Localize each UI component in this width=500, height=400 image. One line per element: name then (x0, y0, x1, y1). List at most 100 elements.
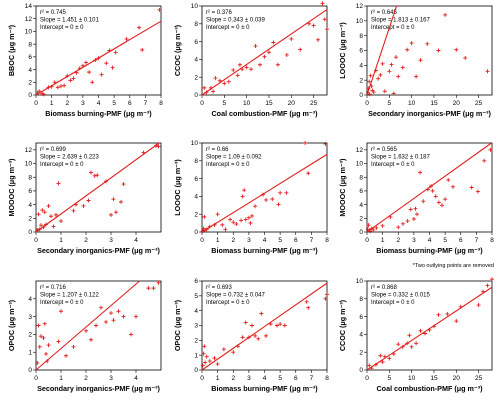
y-tick-label: 10 (356, 161, 364, 168)
data-point (240, 194, 245, 199)
stat-text: Intercept = 0 ± 0 (40, 162, 84, 168)
x-tick-label: 10 (408, 100, 416, 107)
data-point (246, 215, 251, 220)
data-point (87, 70, 92, 75)
data-point (92, 173, 97, 178)
data-point (203, 360, 208, 365)
data-point (278, 190, 283, 195)
data-point (307, 21, 312, 26)
y-tick-label: 2 (359, 216, 363, 223)
data-point (275, 323, 279, 328)
y-tick-label: 10 (191, 140, 199, 147)
x-tick-label: 4 (263, 237, 267, 244)
y-tick-label: 2 (28, 216, 32, 223)
data-point (235, 73, 240, 78)
data-point (454, 47, 459, 52)
data-point (387, 356, 392, 361)
stat-text: Slope = 2.639 ± 0.223 (40, 155, 100, 161)
data-point (231, 220, 236, 225)
data-point (320, 1, 325, 6)
data-point (90, 80, 95, 85)
y-tick-label: 4 (194, 194, 198, 201)
data-point (222, 81, 227, 86)
fit-line (35, 280, 140, 371)
data-point (207, 359, 212, 364)
data-point (111, 197, 116, 202)
data-point (200, 229, 205, 234)
data-point (443, 12, 448, 17)
x-axis-label: Biomass burning-PMF (μg m⁻³) (45, 109, 152, 118)
data-point (382, 89, 387, 94)
plot-frame (366, 280, 493, 371)
data-point (303, 141, 308, 145)
y-tick-label: 2 (28, 79, 32, 86)
data-point (52, 80, 57, 85)
data-point (409, 41, 414, 46)
data-point (284, 190, 289, 195)
data-point (387, 69, 392, 74)
data-point (35, 227, 40, 232)
data-point (275, 62, 280, 67)
data-point (258, 62, 263, 67)
data-point (260, 192, 265, 197)
x-tick-label: 4 (134, 237, 138, 244)
data-point (215, 362, 220, 367)
x-tick-label: 5 (112, 100, 116, 107)
x-tick-label: 4 (97, 100, 101, 107)
stat-text: Intercept = 0 ± 0 (206, 25, 250, 31)
stat-text: Intercept = 0 ± 0 (40, 300, 84, 306)
data-point (371, 227, 376, 232)
x-tick-label: 7 (310, 237, 314, 244)
data-point (59, 219, 63, 224)
data-point (234, 221, 239, 226)
y-axis-label: LOOOC (μg m⁻³) (173, 159, 182, 216)
scatter-panel: 0 1 2 3 4 0 1 2 3 4 Secondary inorganics-PMF (μg m… (7, 280, 162, 393)
data-point (74, 70, 79, 75)
data-point (71, 76, 76, 81)
data-point (369, 84, 374, 89)
x-axis-label: Coal combustion-PMF (μg m⁻³) (376, 384, 483, 393)
data-point (414, 74, 419, 79)
y-tick-label: 10 (356, 278, 364, 285)
data-point (37, 89, 42, 94)
y-tick-label: 1 (28, 349, 32, 356)
data-point (400, 221, 405, 226)
data-point (46, 203, 51, 208)
data-point (42, 210, 47, 215)
y-tick-label: 4 (359, 332, 363, 339)
data-point (74, 202, 78, 207)
data-point (368, 229, 373, 234)
stat-text: Slope = 1.451 ± 0.101 (40, 18, 100, 24)
data-point (476, 303, 481, 308)
x-tick-label: 7 (475, 237, 479, 244)
data-point (323, 296, 328, 301)
data-point (71, 344, 76, 349)
y-tick-label: 8 (28, 41, 32, 48)
stat-text: r² = 0.699 (40, 147, 67, 153)
x-tick-label: 2 (65, 100, 69, 107)
stat-text: Slope = 0.732 ± 0.047 (206, 293, 266, 299)
data-point (396, 342, 401, 347)
x-tick-label: 0 (200, 237, 204, 244)
data-point (237, 62, 242, 67)
stat-text: r² = 0.645 (371, 10, 398, 16)
y-tick-label: 8 (194, 158, 198, 165)
x-tick-label: 6 (294, 375, 298, 382)
data-point (235, 344, 240, 349)
data-point (204, 354, 209, 359)
y-tick-label: 6 (194, 39, 198, 46)
scatter-panel: 0 5 10 15 20 25 0 2 4 6 8 10 Coal combustion-PMF (μg… (173, 1, 329, 118)
x-tick-label: 3 (247, 237, 251, 244)
data-point (415, 212, 419, 217)
x-tick-label: 4 (134, 375, 138, 382)
y-tick-label: 12 (356, 3, 364, 10)
y-tick-label: 1 (194, 352, 198, 359)
data-point (56, 339, 61, 344)
data-point (389, 62, 394, 67)
data-point (429, 184, 434, 189)
data-point (396, 225, 401, 230)
data-point (84, 60, 88, 65)
y-tick-label: 6 (194, 176, 198, 183)
